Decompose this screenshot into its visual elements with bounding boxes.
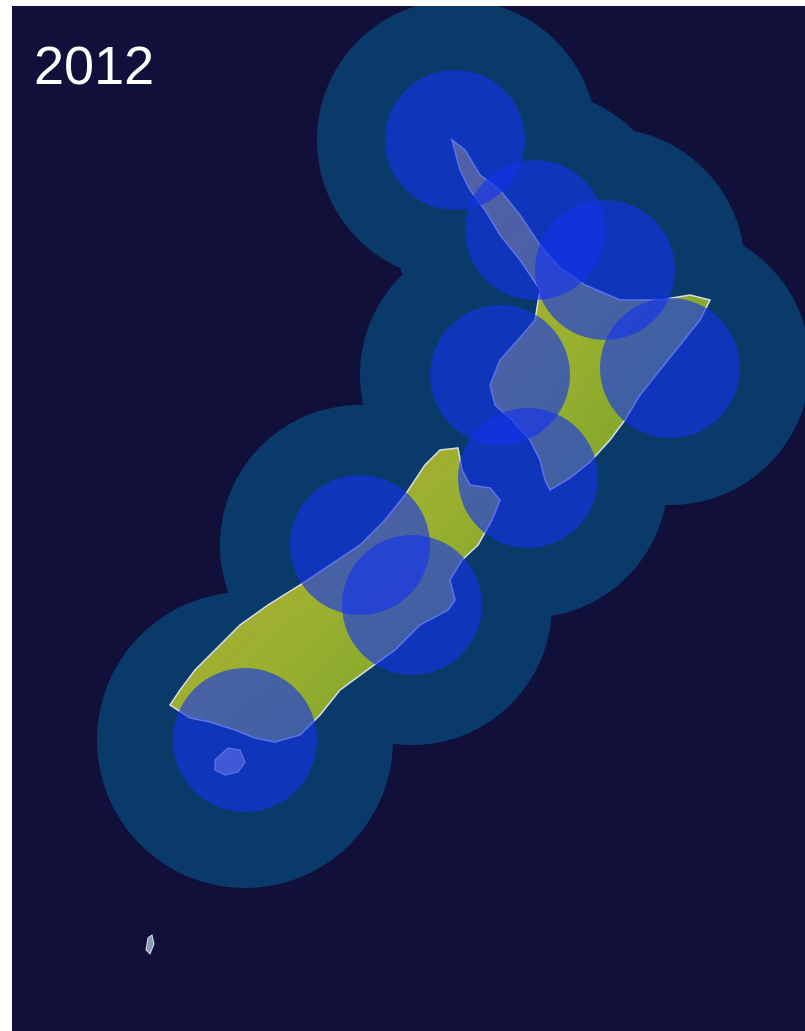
inner-zone bbox=[173, 668, 317, 812]
inner-zone bbox=[600, 298, 740, 438]
coverage-map: 2012 bbox=[12, 6, 805, 1031]
inner-zone bbox=[458, 408, 598, 548]
outlying-island bbox=[145, 934, 155, 955]
inner-zone bbox=[385, 70, 525, 210]
inner-coverage-zones bbox=[173, 70, 740, 812]
year-label: 2012 bbox=[34, 36, 154, 96]
inner-zone bbox=[342, 535, 482, 675]
